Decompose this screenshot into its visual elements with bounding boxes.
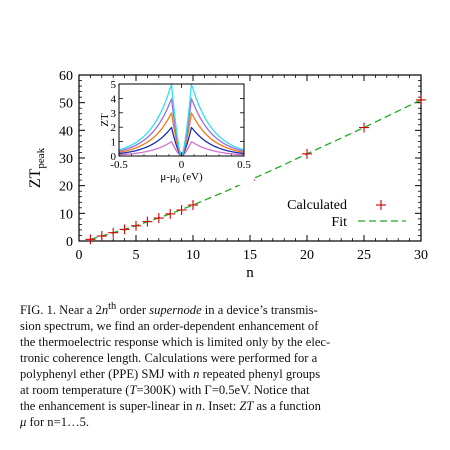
calculated-point: [108, 227, 119, 238]
y-tick-label: 50: [59, 97, 73, 112]
calculated-point: [119, 224, 130, 235]
inset-curve-left-4: [118, 97, 182, 156]
calculated-point: [359, 122, 369, 133]
caption-line: at room temperature (T=300K) with Γ=0.5e…: [20, 382, 310, 397]
calculated-point: [416, 94, 426, 105]
caption-line: polyphenyl ether (PPE) SMJ with n repeat…: [20, 366, 321, 381]
calculated-point: [153, 213, 164, 224]
inset-curve-left-1: [118, 140, 182, 157]
calculated-point: [302, 148, 312, 159]
x-tick-label: 0: [76, 248, 83, 263]
caption-line: tronic coherence length. Calculations we…: [20, 350, 318, 365]
inset-y-tick-label: 0: [111, 151, 117, 163]
caption-line: the thermoelectric response which is lim…: [20, 335, 331, 349]
calculated-point: [131, 220, 141, 231]
inset-x-tick-label: 0: [179, 159, 185, 171]
inset-y-tick-label: 5: [111, 79, 117, 91]
inset-curve-right-2: [181, 126, 245, 156]
inset-curve-left-5: [118, 82, 182, 156]
inset-curve-right-1: [181, 140, 245, 157]
calculated-point: [96, 231, 107, 242]
caption-line: the enhancement is super-linear in n. In…: [20, 398, 321, 413]
caption-line: sion spectrum, we find an order-dependen…: [20, 319, 319, 334]
y-axis-label-main: ZT: [27, 168, 44, 188]
inset-x-label-main: μ-μ: [160, 171, 176, 183]
inset-y-tick-label: 4: [111, 93, 117, 105]
legend-label-calculated: Calculated: [287, 198, 347, 213]
inset-x-label-unit: (eV): [180, 171, 203, 183]
y-axis-label: ZTpeak: [27, 147, 47, 188]
x-tick-label: 20: [300, 248, 314, 263]
figure-1: 0 5 10 15 20 25 300102030405060nZTpeakCalculat…: [27, 69, 428, 281]
figure-caption: FIG. 1. Near a 2nth order supernode in a…: [20, 299, 440, 430]
x-tick-label: 5: [133, 248, 140, 263]
y-tick-label: 10: [59, 207, 73, 222]
y-axis-label-sub: peak: [35, 147, 47, 168]
y-tick-label: 30: [59, 152, 73, 167]
calculated-point: [188, 200, 198, 211]
calculated-point: [85, 234, 96, 245]
inset-curve-left-2: [118, 126, 182, 156]
inset-y-axis-label: ZT: [99, 113, 111, 127]
calculated-point: [176, 205, 187, 216]
caption-line: μ for n=1…5.: [20, 414, 90, 429]
legend-label-fit: Fit: [331, 215, 347, 230]
x-tick-label: 15: [243, 248, 257, 263]
inset-curve-left-3: [118, 111, 182, 156]
caption-line: FIG. 1. Near a 2nth order supernode in a…: [20, 301, 318, 318]
calculated-point: [142, 216, 153, 227]
inset-y-tick-label: 1: [111, 137, 117, 149]
calculated-point: [165, 208, 176, 219]
y-tick-label: 20: [59, 180, 73, 195]
inset-x-tick-label: 0.5: [237, 159, 251, 171]
inset-curve-right-3: [181, 111, 245, 156]
inset-x-axis-label: μ-μ0 (eV): [160, 171, 203, 185]
inset-background: [117, 81, 254, 185]
inset-x-label-sub: 0: [176, 176, 180, 185]
y-tick-label: 0: [66, 235, 73, 250]
y-tick-label: 40: [59, 124, 73, 139]
inset-y-tick-label: 2: [111, 122, 117, 134]
inset-curve-right-5: [181, 82, 245, 156]
x-tick-label: 30: [414, 248, 428, 263]
x-axis-label: n: [246, 265, 254, 281]
x-tick-label: 25: [357, 248, 371, 263]
inset-y-tick-label: 3: [111, 108, 117, 120]
y-tick-label: 60: [59, 69, 73, 84]
inset-curve-right-4: [181, 97, 245, 156]
inset-x-tick-label: -0.5: [110, 159, 128, 171]
x-tick-label: 10: [186, 248, 200, 263]
